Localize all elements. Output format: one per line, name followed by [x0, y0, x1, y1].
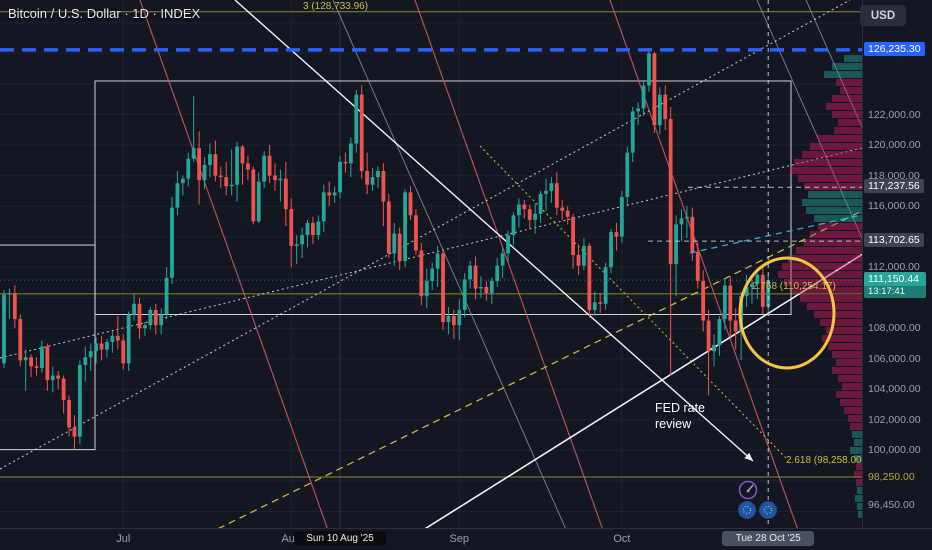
date-badge: Sun 10 Aug '25	[294, 531, 387, 546]
price-axis-label: 120,000.00	[868, 139, 921, 152]
economic-event-flag-icon-1[interactable]	[738, 501, 756, 519]
price-axis-label: 122,000.00	[868, 108, 921, 121]
fib-price-axis-label: 98,250.00	[868, 471, 915, 484]
price-axis-label: 96,450.00	[868, 498, 915, 511]
price-axis-label: 112,000.00	[868, 261, 920, 274]
price-axis-label: 118,000.00	[868, 169, 920, 182]
date-badge: Tue 28 Oct '25	[722, 531, 815, 546]
price-axis-label: 108,000.00	[868, 322, 921, 335]
price-level-badge: 117,237.56	[864, 179, 924, 194]
fed-rate-note: FED rate review	[655, 400, 705, 433]
fib-2618-label: 2.618 (98,258.00)	[786, 455, 865, 466]
fed-note-line1: FED rate	[655, 401, 706, 415]
price-axis[interactable]: 122,000.00 120,000.00 118,000.00 116,000.00…	[862, 0, 932, 528]
price-levels-layer	[0, 48, 863, 281]
price-axis-label: 106,000.00	[868, 352, 921, 365]
price-level-badge: 113,702.65	[864, 233, 924, 248]
ath-price-badge: 126,235.30	[864, 41, 925, 56]
time-axis-month-label: Oct	[613, 533, 631, 545]
grid-layer	[0, 0, 862, 528]
annotations-layer	[738, 0, 836, 528]
price-axis-label: 116,000.00	[868, 200, 920, 213]
current-price-badge: 111,150.44 13:17:41	[864, 272, 926, 299]
price-axis-label: 102,000.00	[868, 413, 921, 426]
candles-layer	[2, 50, 771, 451]
currency-toggle-button[interactable]: USD	[860, 5, 906, 26]
economic-event-gauge-icon[interactable]	[738, 480, 758, 500]
price-axis-label: 100,000.00	[868, 444, 921, 457]
bar-countdown: 13:17:41	[864, 286, 926, 299]
current-price-value: 111,150.44	[864, 272, 926, 287]
time-axis-month-label: Sep	[449, 533, 470, 545]
time-axis[interactable]: Jul Aug Sep Oct Sun 10 Aug '25 Tue 28 Oct '25	[0, 528, 932, 550]
fib-3-label: 3 (128,733.96)	[303, 1, 369, 12]
price-axis-label: 104,000.00	[868, 383, 921, 396]
fed-note-line2: review	[655, 417, 692, 432]
economic-event-flag-icon-2[interactable]	[759, 501, 777, 519]
fib-2768-label: 2.768 (110,254.17)	[752, 281, 836, 292]
symbol-legend[interactable]: Bitcoin / U.S. Dollar · 1D · INDEX	[8, 6, 201, 21]
time-axis-month-label: Jul	[116, 533, 131, 545]
